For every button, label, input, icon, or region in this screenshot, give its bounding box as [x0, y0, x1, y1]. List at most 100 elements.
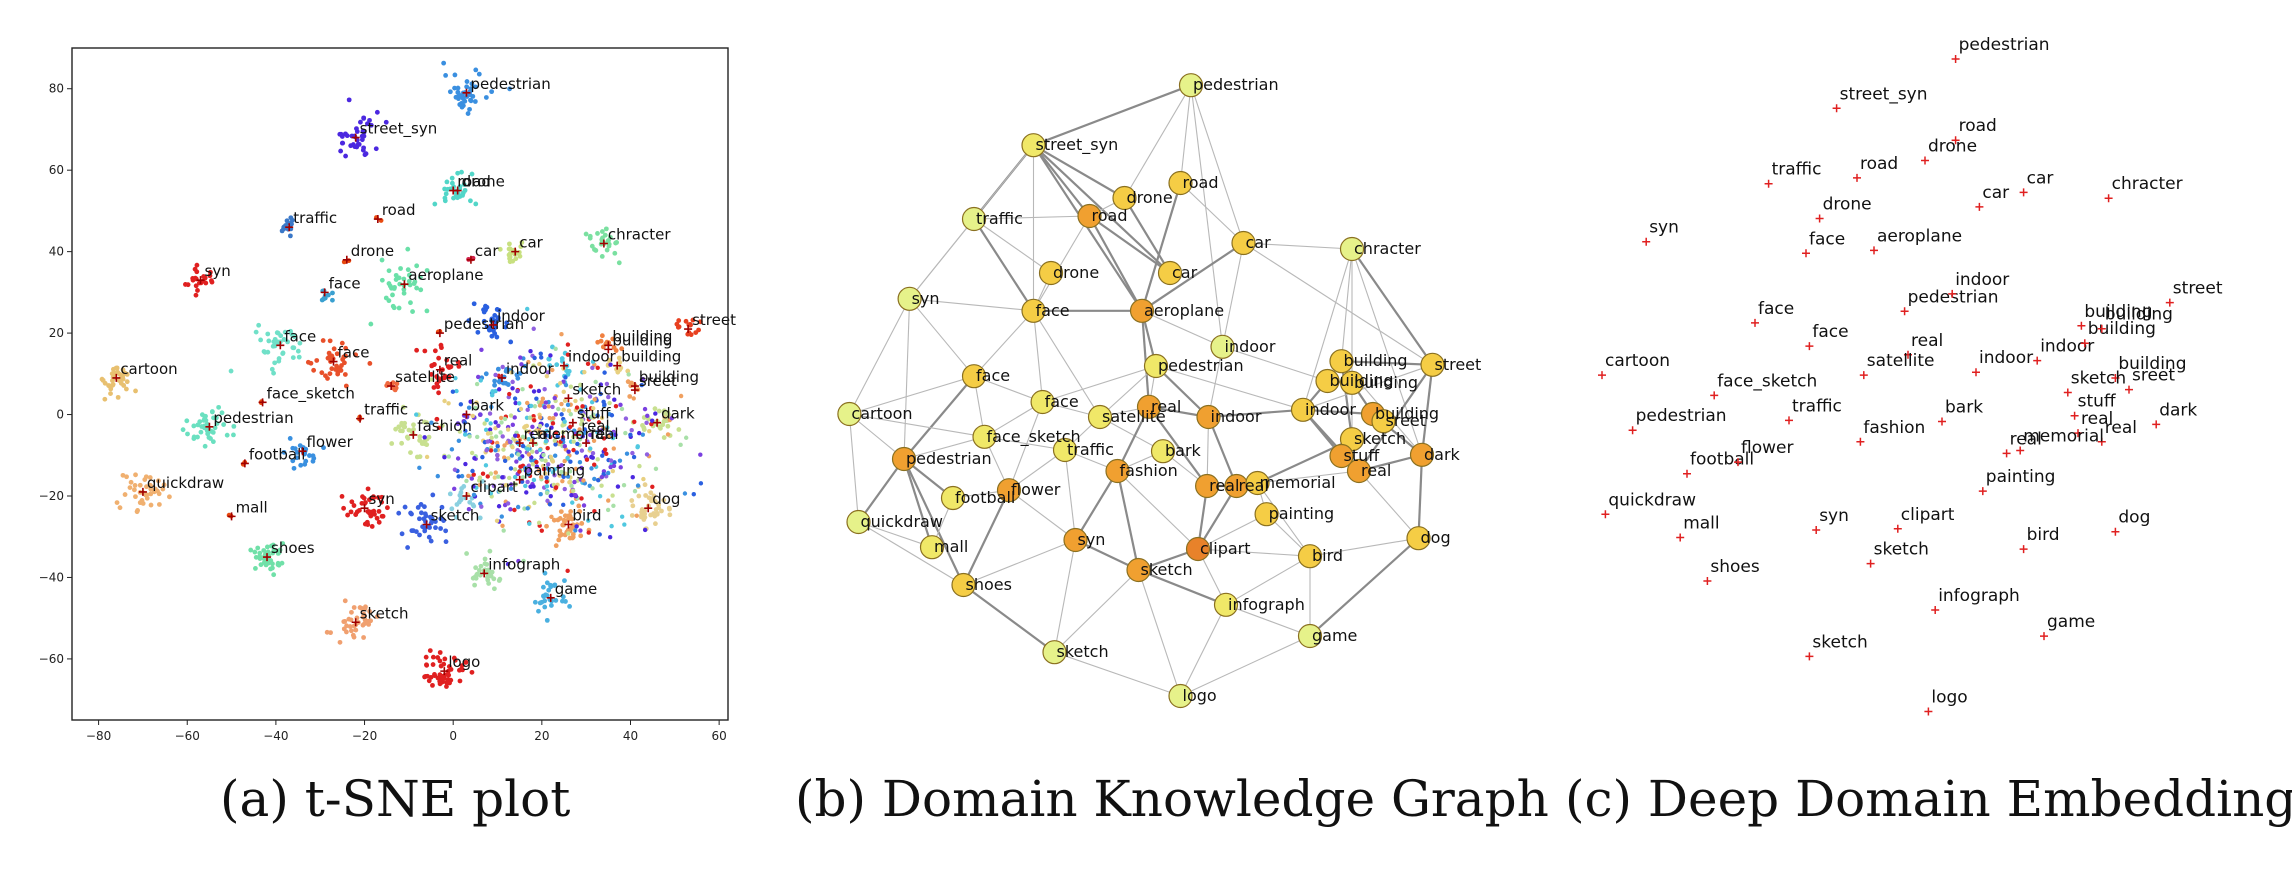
tsne-point: [445, 364, 451, 369]
tsne-point: [261, 349, 267, 354]
graph-edge: [1141, 242, 1245, 312]
tsne-point: [528, 384, 533, 389]
y-tick-label: 20: [49, 326, 64, 340]
tsne-point: [569, 492, 574, 498]
tsne-point: [500, 364, 505, 370]
embedding-marker: [2097, 437, 2106, 446]
tsne-point: [438, 526, 443, 531]
tsne-point: [491, 576, 497, 582]
tsne-point: [443, 539, 449, 545]
tsne-point: [618, 365, 624, 371]
tsne-point: [435, 375, 440, 381]
tsne-point: [555, 434, 560, 439]
graph-node-label: painting: [1269, 504, 1335, 523]
tsne-point: [498, 415, 504, 421]
graph-node: [951, 572, 976, 598]
graph-node: [1178, 73, 1204, 98]
tsne-point: [608, 464, 613, 470]
tsne-point: [578, 528, 583, 533]
embedding-label: road: [1959, 116, 1997, 136]
tsne-point: [354, 129, 360, 134]
tsne-point: [504, 320, 510, 326]
tsne-point: [443, 191, 449, 197]
tsne-point: [467, 106, 472, 112]
tsne-point: [443, 528, 449, 534]
embedding-marker: [1948, 289, 1957, 298]
tsne-point: [559, 356, 565, 361]
tsne-point: [396, 424, 402, 430]
y-tick-label: −20: [39, 489, 64, 503]
tsne-point: [607, 535, 613, 540]
tsne-point: [342, 372, 348, 377]
tsne-point: [422, 348, 428, 354]
graph-edge: [1243, 242, 1433, 366]
tsne-point: [449, 447, 455, 452]
tsne-point: [452, 657, 458, 663]
tsne-point: [613, 432, 618, 438]
graph-edge: [1137, 569, 1182, 697]
tsne-point: [409, 511, 414, 517]
embedding-marker: [1924, 707, 1933, 716]
tsne-point: [483, 95, 489, 100]
tsne-point: [495, 444, 500, 449]
tsne-centroid-marker: [422, 520, 431, 529]
embedding-marker: [1812, 525, 1821, 534]
tsne-point: [376, 519, 382, 525]
graph-edge: [1190, 85, 1245, 244]
y-tick-label: 0: [56, 408, 64, 422]
embedding-marker: [2111, 374, 2120, 382]
tsne-point: [607, 400, 612, 406]
tsne-point: [590, 365, 595, 371]
graph-edge: [903, 298, 911, 460]
tsne-point: [426, 678, 432, 684]
tsne-point: [676, 427, 682, 432]
tsne-point: [549, 425, 554, 430]
embedding-marker: [1951, 55, 1960, 63]
tsne-point: [467, 499, 473, 505]
tsne-point: [349, 499, 355, 505]
tsne-point: [561, 389, 566, 395]
embedding-marker: [1893, 524, 1902, 533]
tsne-point: [452, 467, 458, 472]
graph-edge: [849, 375, 975, 415]
tsne-cluster-label: face: [329, 274, 361, 292]
tsne-point: [453, 375, 458, 381]
tsne-point: [585, 361, 591, 366]
tsne-point: [134, 509, 140, 515]
x-tick-label: 0: [449, 729, 457, 743]
tsne-point: [485, 439, 490, 444]
tsne-point: [586, 530, 591, 535]
tsne-point: [553, 412, 559, 417]
tsne-cluster-label: real: [581, 417, 609, 435]
tsne-point: [305, 359, 311, 365]
tsne-point: [219, 410, 225, 416]
tsne-point: [571, 434, 576, 440]
tsne-point: [194, 262, 200, 268]
tsne-point: [532, 418, 537, 423]
graph-edge: [1008, 489, 1076, 541]
graph-edge: [909, 298, 975, 377]
tsne-point: [325, 376, 330, 381]
tsne-point: [604, 247, 610, 253]
tsne-point: [436, 390, 441, 396]
tsne-point: [563, 382, 569, 388]
tsne-point: [507, 391, 512, 397]
tsne-centroid-marker: [653, 418, 662, 427]
graph-edge: [1116, 470, 1140, 571]
tsne-point: [565, 527, 571, 533]
graph-edge: [1207, 416, 1238, 487]
tsne-point: [463, 461, 468, 467]
graph-node: [1168, 170, 1193, 196]
tsne-point: [487, 427, 493, 432]
tsne-centroid-marker: [320, 288, 329, 297]
tsne-cluster-label: game: [555, 580, 598, 598]
embedding-marker: [1805, 342, 1814, 351]
tsne-point: [615, 484, 621, 489]
tsne-point: [538, 474, 544, 480]
tsne-point: [559, 401, 564, 407]
embedding-marker: [2040, 632, 2048, 641]
embedding-label: indoor: [1979, 348, 2033, 368]
tsne-point: [191, 423, 197, 429]
graph-node-label: shoes: [966, 575, 1012, 594]
tsne-point: [493, 434, 499, 439]
